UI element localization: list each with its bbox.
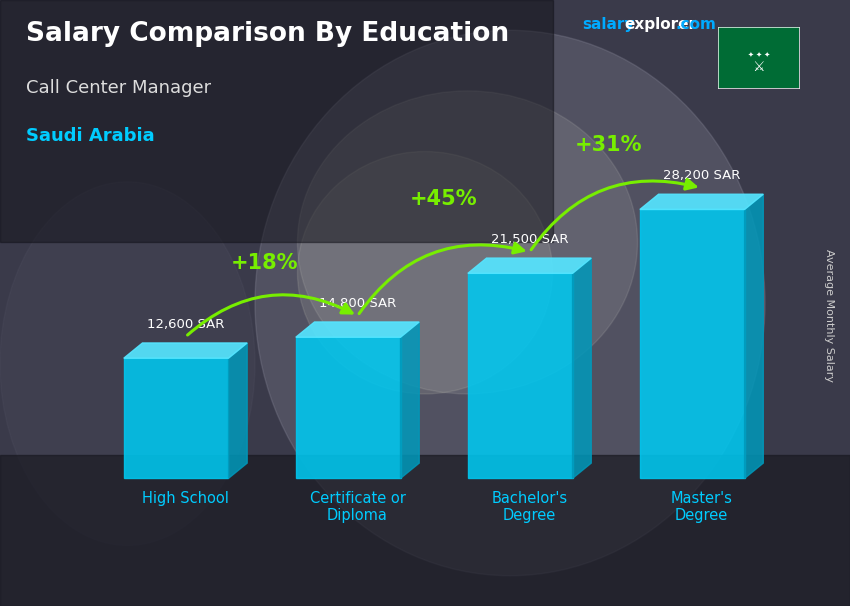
Ellipse shape: [298, 91, 638, 394]
Bar: [0, 454, 850, 606]
Text: Average Monthly Salary: Average Monthly Salary: [824, 248, 834, 382]
Bar: [296, 338, 400, 478]
Text: 12,600 SAR: 12,600 SAR: [147, 318, 224, 331]
Text: Salary Comparison By Education: Salary Comparison By Education: [26, 21, 508, 47]
Bar: [0, 0, 552, 242]
Polygon shape: [229, 343, 247, 478]
Ellipse shape: [255, 30, 765, 576]
Text: .com: .com: [676, 17, 717, 32]
Text: +18%: +18%: [230, 253, 298, 273]
Text: 14,800 SAR: 14,800 SAR: [319, 297, 396, 310]
Text: Master's
Degree: Master's Degree: [671, 491, 733, 523]
Text: ✦ ✦ ✦: ✦ ✦ ✦: [747, 52, 770, 58]
Text: salary: salary: [582, 17, 635, 32]
Text: ⚔: ⚔: [752, 59, 765, 74]
Bar: [468, 273, 573, 478]
Polygon shape: [468, 258, 592, 273]
Ellipse shape: [298, 152, 552, 394]
Polygon shape: [400, 322, 419, 478]
Text: +31%: +31%: [575, 135, 642, 155]
Polygon shape: [640, 194, 763, 210]
Bar: [640, 210, 745, 478]
Text: High School: High School: [142, 491, 229, 505]
Text: 21,500 SAR: 21,500 SAR: [490, 233, 569, 246]
Text: Bachelor's
Degree: Bachelor's Degree: [491, 491, 568, 523]
Polygon shape: [124, 343, 247, 358]
Text: 28,200 SAR: 28,200 SAR: [663, 169, 740, 182]
Text: Call Center Manager: Call Center Manager: [26, 79, 211, 97]
Text: Certificate or
Diploma: Certificate or Diploma: [309, 491, 405, 523]
Text: Saudi Arabia: Saudi Arabia: [26, 127, 154, 145]
Bar: [124, 358, 229, 478]
Polygon shape: [745, 194, 763, 478]
Polygon shape: [296, 322, 419, 338]
Ellipse shape: [0, 182, 255, 545]
Text: +45%: +45%: [410, 189, 478, 209]
Polygon shape: [573, 258, 592, 478]
Text: explorer: explorer: [625, 17, 697, 32]
